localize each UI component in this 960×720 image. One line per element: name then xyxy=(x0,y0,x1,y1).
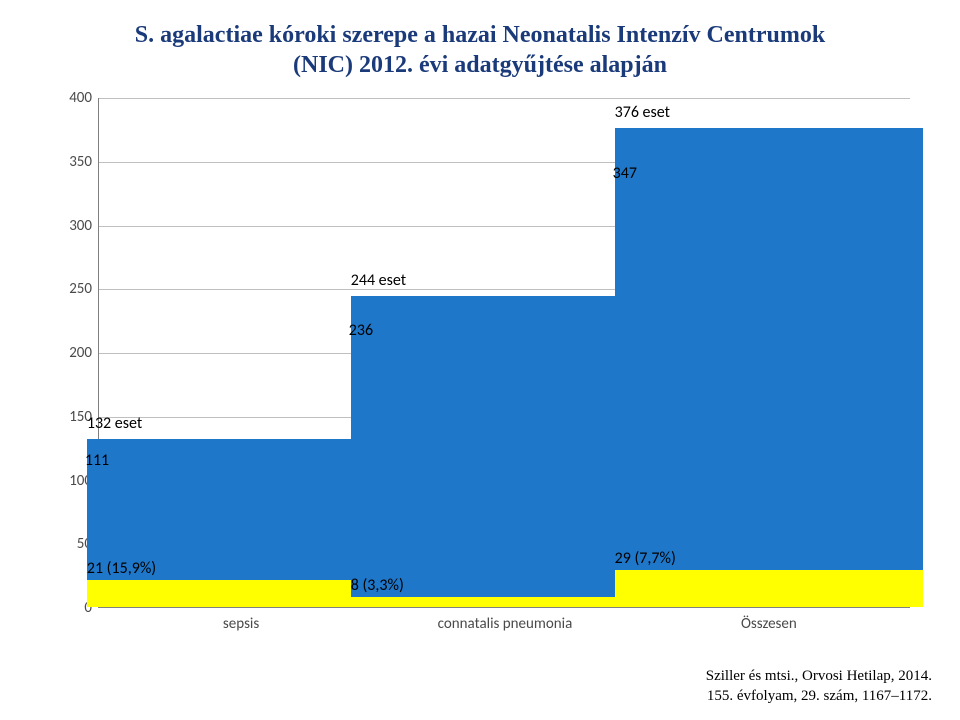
upper-value-label: 347 xyxy=(613,164,637,183)
bar-segment-upper xyxy=(351,296,660,597)
bar-segment-lower xyxy=(351,597,660,607)
bar-group: connatalis pneumonia xyxy=(351,296,660,607)
bar-group: sepsis xyxy=(87,439,396,607)
total-label: 244 eset xyxy=(351,271,406,290)
bar-group: Összesen xyxy=(615,128,924,607)
lower-value-label: 29 (7,7%) xyxy=(615,549,676,568)
x-category-label: connatalis pneumonia xyxy=(438,615,573,633)
upper-value-label: 236 xyxy=(349,321,373,340)
plot-region: sepsis132 eset11121 (15,9%)connatalis pn… xyxy=(98,98,910,608)
x-category-label: Összesen xyxy=(741,615,797,633)
y-tick-label: 400 xyxy=(69,89,92,107)
y-tick-label: 300 xyxy=(69,217,92,235)
title-line-1: S. agalactiae kóroki szerepe a hazai Neo… xyxy=(28,20,932,50)
y-tick-label: 350 xyxy=(69,153,92,171)
chart-title: S. agalactiae kóroki szerepe a hazai Neo… xyxy=(28,20,932,80)
title-line-2: (NIC) 2012. évi adatgyűjtése alapján xyxy=(28,50,932,80)
y-tick-label: 200 xyxy=(69,344,92,362)
bar-segment-lower xyxy=(87,580,396,607)
total-label: 376 eset xyxy=(615,103,670,122)
citation-line-1: Sziller és mtsi., Orvosi Hetilap, 2014. xyxy=(706,667,932,687)
lower-value-label: 8 (3,3%) xyxy=(351,576,404,595)
y-tick-label: 250 xyxy=(69,280,92,298)
bar-segment-upper xyxy=(615,128,924,570)
bar-segment-lower xyxy=(615,570,924,607)
upper-value-label: 111 xyxy=(85,451,109,470)
gridline xyxy=(99,98,910,99)
x-category-label: sepsis xyxy=(223,615,259,633)
lower-value-label: 21 (15,9%) xyxy=(87,559,156,578)
chart-area: 050100150200250300350400 sepsis132 eset1… xyxy=(50,98,910,608)
total-label: 132 eset xyxy=(87,414,142,433)
citation-line-2: 155. évfolyam, 29. szám, 1167–1172. xyxy=(706,687,932,707)
citation: Sziller és mtsi., Orvosi Hetilap, 2014. … xyxy=(706,667,932,706)
